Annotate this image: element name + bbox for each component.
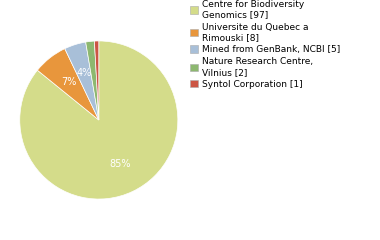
Text: 7%: 7% xyxy=(61,77,76,86)
Wedge shape xyxy=(86,41,99,120)
Legend: Centre for Biodiversity
Genomics [97], Universite du Quebec a
Rimouski [8], Mine: Centre for Biodiversity Genomics [97], U… xyxy=(190,0,340,89)
Wedge shape xyxy=(65,42,99,120)
Wedge shape xyxy=(37,49,99,120)
Wedge shape xyxy=(20,41,178,199)
Text: 85%: 85% xyxy=(109,159,131,169)
Wedge shape xyxy=(94,41,99,120)
Text: 4%: 4% xyxy=(76,68,92,78)
